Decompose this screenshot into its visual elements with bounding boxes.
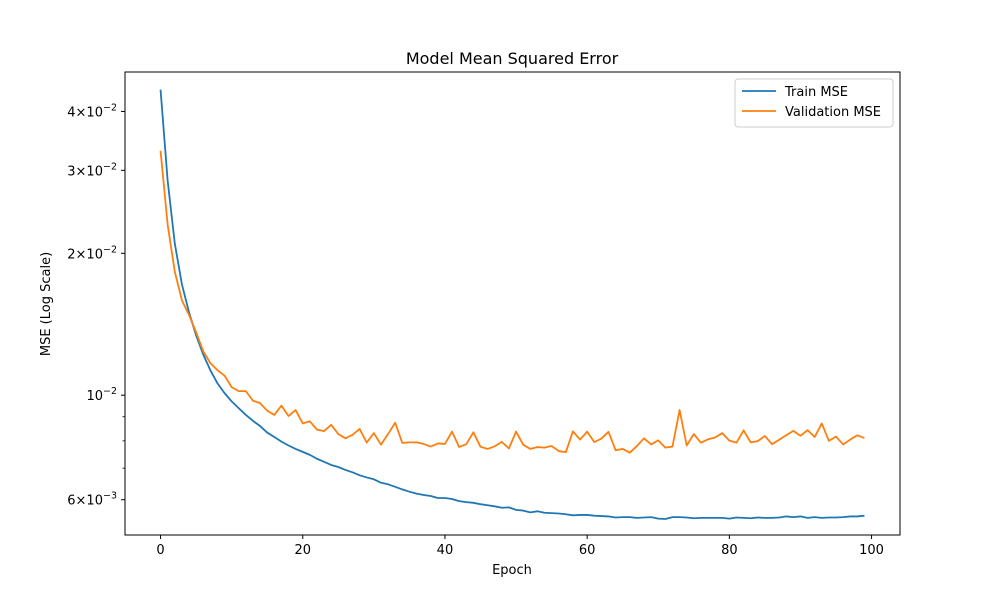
y-tick-label: 3×10−2 bbox=[67, 161, 117, 179]
x-tick-label: 40 bbox=[437, 543, 454, 558]
y-tick-label: 4×10−2 bbox=[67, 102, 117, 120]
x-tick-label: 100 bbox=[859, 543, 884, 558]
y-axis-ticks: 6×10−3 10−2 2×10−2 3×10−2 4×10−2 bbox=[67, 102, 125, 509]
x-tick-label: 80 bbox=[721, 543, 738, 558]
series-line-validation-mse bbox=[159, 150, 865, 454]
axes-frame bbox=[124, 71, 901, 536]
y-axis-label: MSE (Log Scale) bbox=[39, 252, 54, 356]
legend-label: Validation MSE bbox=[785, 105, 881, 120]
legend-label: Train MSE bbox=[784, 85, 848, 100]
series-line-train-mse bbox=[159, 89, 865, 520]
y-tick-label: 2×10−2 bbox=[67, 244, 117, 262]
x-axis-ticks: 0 20 40 60 80 100 bbox=[156, 535, 884, 558]
x-tick-label: 0 bbox=[156, 543, 164, 558]
plot-area bbox=[124, 71, 901, 536]
x-tick-label: 60 bbox=[579, 543, 596, 558]
y-tick-label: 10−2 bbox=[86, 386, 117, 404]
x-tick-label: 20 bbox=[294, 543, 311, 558]
y-tick-label: 6×10−3 bbox=[67, 491, 117, 509]
legend: Train MSE Validation MSE bbox=[734, 78, 894, 128]
x-axis-label: Epoch bbox=[492, 563, 532, 578]
chart-title: Model Mean Squared Error bbox=[406, 49, 619, 68]
